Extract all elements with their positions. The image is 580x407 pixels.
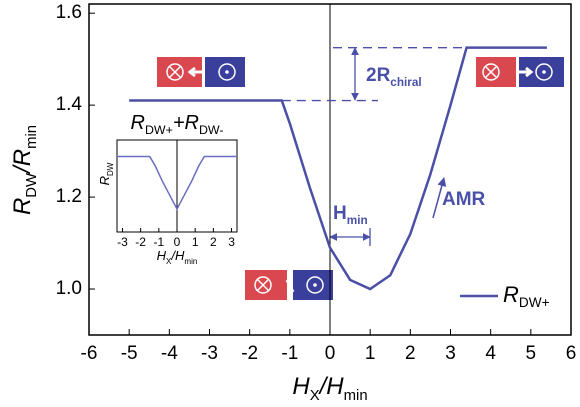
spin-icon	[245, 270, 333, 300]
x-axis-label: HX/Hmin	[292, 373, 367, 404]
y-axis-label-sub: min	[24, 125, 40, 149]
x-tick-label: -4	[161, 343, 178, 364]
annotation-part: AMR	[442, 189, 486, 210]
y-tick-label: 1.6	[56, 2, 82, 23]
x-tick-label: 0	[325, 343, 336, 364]
legend-label-sub: DW+	[519, 295, 550, 310]
inset-x-label-sub: min	[184, 257, 197, 266]
y-axis-label: RDW/Rmin	[9, 125, 40, 215]
x-tick-label: 2	[210, 235, 217, 249]
x-tick-label: -2	[135, 235, 146, 249]
x-tick-label: -2	[241, 343, 258, 364]
series-line	[117, 155, 237, 211]
inset-title-part: R	[130, 112, 144, 134]
annotation-sub: min	[347, 214, 368, 227]
x-axis-label-sub: X	[310, 388, 320, 404]
x-tick-label: 6	[566, 343, 577, 364]
x-tick-label: -5	[121, 343, 138, 364]
inset-title-sub: DW+	[145, 123, 173, 137]
inset-title-part: +R	[173, 112, 199, 134]
annotation: AMR	[442, 189, 486, 210]
legend-label: RDW+	[503, 282, 550, 310]
annotation: Hmin	[333, 203, 368, 227]
x-tick-label: 1	[365, 343, 376, 364]
x-tick-label: 2	[405, 343, 416, 364]
y-axis-label-sub: DW	[24, 173, 40, 198]
x-axis-label-sub: min	[344, 388, 368, 404]
annotation-part: 2R	[366, 65, 391, 86]
annotation-sub: chiral	[390, 76, 421, 89]
x-tick-label: 1	[192, 235, 199, 249]
series-line	[129, 46, 547, 291]
annotation: 2Rchiral	[366, 65, 422, 89]
inset-x-label-sub: X	[166, 257, 172, 266]
y-tick-label: 1.4	[56, 94, 83, 115]
inset-x-label-part: /H	[170, 248, 185, 263]
spin-icon	[476, 57, 564, 87]
x-axis-label-part: H	[292, 373, 310, 400]
x-tick-label: -3	[201, 343, 218, 364]
inset-y-label-sub: DW	[106, 162, 115, 176]
inset-y-label: RDW	[97, 162, 114, 185]
inset-y-label-part: R	[97, 176, 112, 185]
x-tick-label: -6	[81, 343, 98, 364]
x-tick-label: -3	[117, 235, 128, 249]
inset-x-label-part: H	[157, 248, 167, 263]
x-tick-label: 0	[174, 235, 181, 249]
inset-title: RDW++RDW-	[130, 112, 223, 137]
x-axis-label-part: /H	[318, 373, 345, 400]
y-axis-label-part: R	[9, 198, 36, 215]
x-tick-label: 5	[526, 343, 537, 364]
y-axis-label-part: /R	[9, 149, 36, 175]
x-tick-label: -1	[153, 235, 164, 249]
x-tick-label: 3	[228, 235, 235, 249]
x-tick-label: 4	[485, 343, 496, 364]
amr-arrow	[432, 177, 447, 219]
inset-x-label: HX/Hmin	[157, 248, 198, 265]
y-tick-label: 1.2	[56, 186, 82, 207]
x-tick-label: 3	[445, 343, 456, 364]
y-tick-label: 1.0	[56, 278, 82, 299]
annotation-part: H	[333, 203, 347, 224]
spin-icon	[157, 57, 245, 87]
inset-title-sub: DW-	[199, 123, 224, 137]
legend-label-part: R	[503, 282, 519, 307]
x-tick-label: -1	[281, 343, 298, 364]
